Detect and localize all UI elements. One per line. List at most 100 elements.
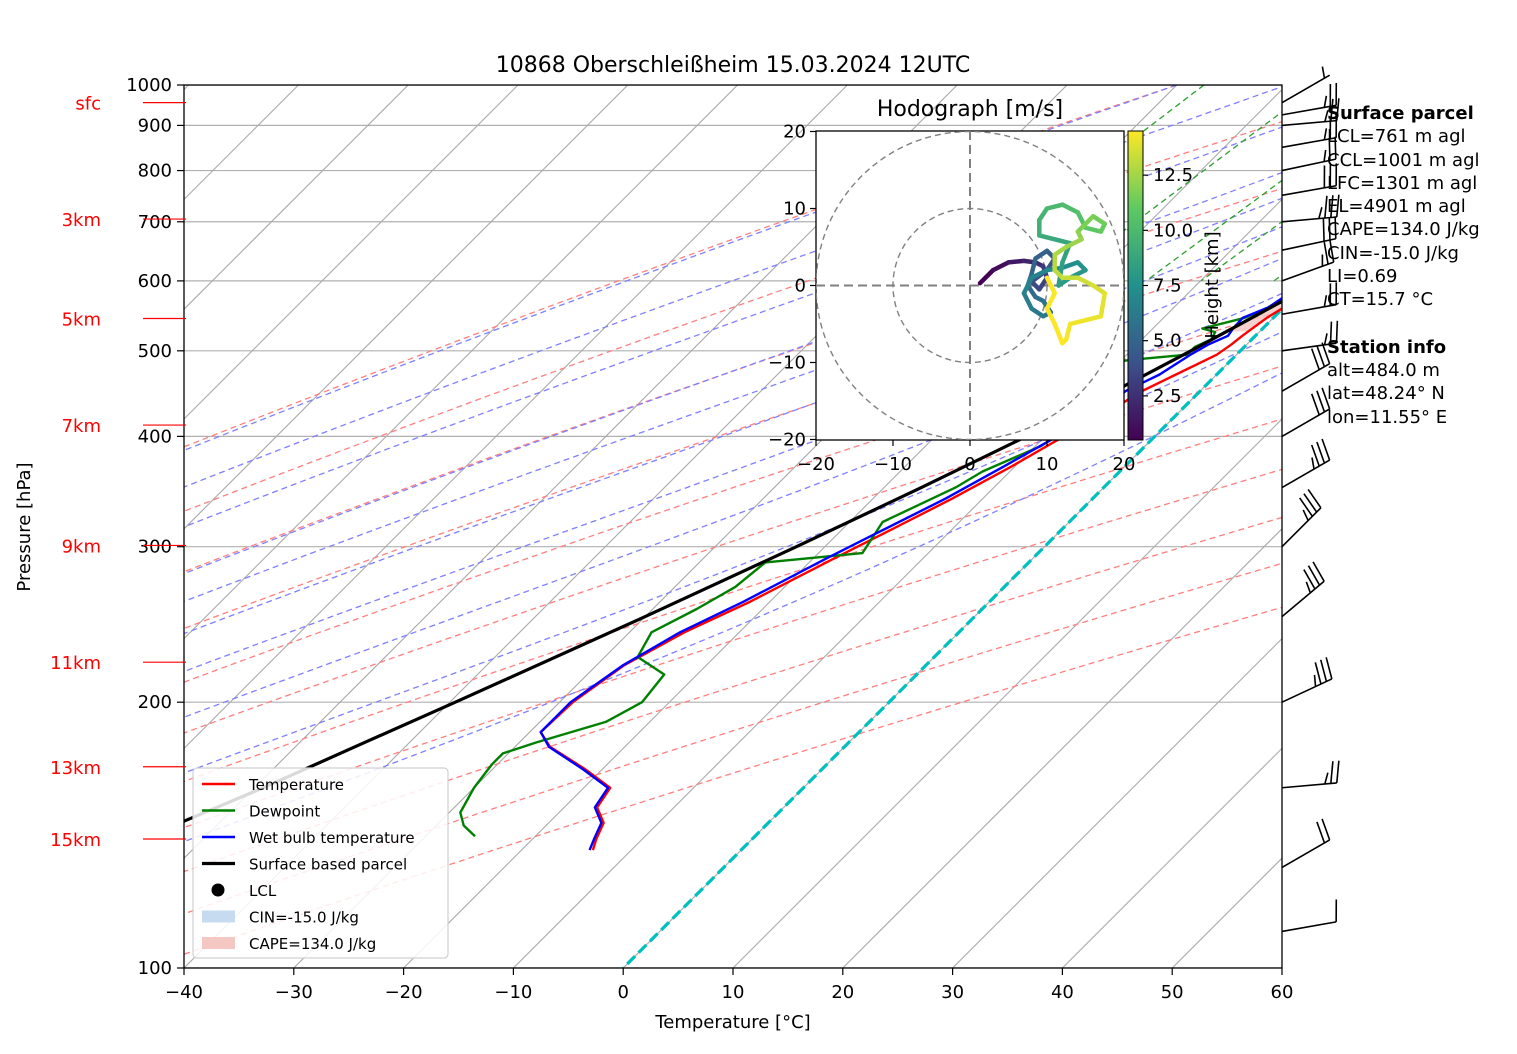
wind-barb bbox=[1281, 438, 1331, 489]
isotherm-line bbox=[184, 85, 848, 750]
y-axis-label: Pressure [hPa] bbox=[14, 462, 35, 591]
barb-feather bbox=[1323, 95, 1328, 108]
barb-feather bbox=[1321, 438, 1331, 461]
barb-staff bbox=[1281, 408, 1331, 438]
lcl-line: LCL=761 m agl bbox=[1327, 126, 1466, 148]
zero-isotherm-line bbox=[622, 306, 1282, 968]
isotherm-line bbox=[184, 85, 409, 310]
barb-feather bbox=[1323, 295, 1328, 307]
moist-adiabat-line bbox=[184, 85, 1282, 488]
x-tick-label: −40 bbox=[165, 982, 203, 1003]
legend-label: Surface based parcel bbox=[249, 856, 407, 874]
cape-line: CAPE=134.0 J/kg bbox=[1327, 219, 1480, 241]
barb-staff bbox=[1281, 184, 1337, 197]
wind-barb bbox=[1281, 561, 1325, 618]
barb-staff bbox=[1281, 216, 1337, 223]
hodograph-x-tick-label: −20 bbox=[797, 454, 835, 475]
barb-feather bbox=[1305, 581, 1312, 594]
barb-feather bbox=[1321, 818, 1331, 841]
chart-title: 10868 Oberschleißheim 15.03.2024 12UTC bbox=[496, 53, 971, 78]
y-tick-label: 900 bbox=[138, 115, 172, 136]
hodograph-segment bbox=[1033, 248, 1050, 261]
wind-barb bbox=[1281, 115, 1338, 149]
height-label: 9km bbox=[62, 536, 101, 557]
isotherm-line bbox=[732, 418, 1282, 968]
wind-barb bbox=[1281, 66, 1331, 104]
barb-feather bbox=[1324, 110, 1329, 122]
barb-feather bbox=[1310, 393, 1320, 416]
wind-barb bbox=[1281, 488, 1322, 548]
y-tick-label: 400 bbox=[138, 426, 172, 447]
barb-staff bbox=[1281, 303, 1337, 316]
dry-adiabat-line bbox=[184, 365, 1282, 734]
barb-feather bbox=[1330, 195, 1334, 218]
legend-swatch bbox=[202, 937, 235, 949]
hodograph-segment bbox=[1052, 244, 1069, 257]
x-tick-label: −30 bbox=[275, 982, 313, 1003]
legend: Temperature Dewpoint Wet bulb temperature S… bbox=[192, 767, 449, 959]
y-tick-label: 1000 bbox=[126, 75, 172, 96]
barb-feather bbox=[1316, 390, 1326, 413]
colorbar-tick-label: 5.0 bbox=[1153, 331, 1182, 352]
hodograph-segment bbox=[1021, 290, 1034, 311]
barb-feather bbox=[1323, 241, 1329, 265]
barb-feather bbox=[1302, 509, 1309, 521]
height-label: 15km bbox=[50, 830, 101, 851]
hodograph-segment bbox=[1052, 321, 1065, 346]
hodograph-y-tick-label: −10 bbox=[768, 353, 806, 374]
legend-label: Wet bulb temperature bbox=[249, 829, 415, 847]
barb-staff bbox=[1281, 74, 1331, 104]
dry-adiabat-line bbox=[184, 187, 1282, 573]
barb-staff bbox=[1281, 782, 1337, 789]
wind-barb bbox=[1281, 163, 1338, 197]
x-tick-label: 40 bbox=[1051, 982, 1074, 1003]
height-label: 5km bbox=[62, 309, 101, 330]
barb-feather bbox=[1316, 821, 1326, 844]
barb-feather bbox=[1329, 239, 1335, 263]
barb-feather bbox=[1329, 321, 1333, 345]
li-line: LI=0.69 bbox=[1327, 266, 1398, 288]
hodograph-title: Hodograph [m/s] bbox=[877, 97, 1063, 122]
hodograph-segment bbox=[1075, 275, 1096, 288]
height-label: 7km bbox=[62, 416, 101, 437]
barb-staff bbox=[1281, 507, 1322, 548]
hodograph-segment bbox=[1083, 314, 1104, 323]
y-tick-label: 700 bbox=[138, 212, 172, 233]
y-tick-label: 600 bbox=[138, 271, 172, 292]
colorbar-tick-label: 7.5 bbox=[1153, 276, 1182, 297]
mixing-ratio-line bbox=[1491, 85, 1517, 281]
barb-feather bbox=[1328, 138, 1331, 161]
barb-feather bbox=[1330, 761, 1334, 784]
y-tick-label: 500 bbox=[138, 341, 172, 362]
moist-adiabat-line bbox=[184, 292, 1282, 718]
hodograph-segment bbox=[1090, 213, 1107, 227]
x-tick-label: 50 bbox=[1161, 982, 1184, 1003]
hodograph-segment bbox=[1044, 290, 1057, 311]
moist-adiabat-line bbox=[184, 257, 1282, 673]
dry-adiabat-line bbox=[184, 606, 1282, 955]
wind-barb bbox=[1281, 194, 1340, 223]
lfc-line: LFC=1301 m agl bbox=[1327, 172, 1478, 194]
colorbar bbox=[1127, 130, 1144, 441]
surface-parcel-header: Surface parcel bbox=[1327, 103, 1474, 124]
barb-feather bbox=[1316, 345, 1326, 367]
y-tick-label: 100 bbox=[138, 958, 172, 979]
barb-feather bbox=[1307, 565, 1321, 586]
wind-barb bbox=[1281, 342, 1331, 392]
lon-line: lon=11.55° E bbox=[1327, 406, 1448, 428]
barb-staff bbox=[1281, 119, 1337, 127]
moist-adiabat-line bbox=[184, 372, 1282, 843]
barb-feather bbox=[1334, 216, 1337, 239]
hodograph-segment bbox=[1064, 321, 1073, 342]
barb-feather bbox=[1335, 98, 1340, 121]
station-info-header: Station info bbox=[1327, 336, 1447, 358]
hodograph-x-tick-label: 20 bbox=[1113, 454, 1136, 475]
dry-adiabat-line bbox=[184, 418, 1282, 783]
hodograph-segment bbox=[1029, 306, 1046, 319]
wind-barb bbox=[1281, 760, 1340, 789]
hodograph-y-tick-label: 10 bbox=[783, 199, 806, 220]
wind-barbs bbox=[1281, 66, 1340, 933]
hodograph-segment bbox=[1060, 260, 1081, 271]
colorbar-tick-label: 2.5 bbox=[1153, 386, 1182, 407]
